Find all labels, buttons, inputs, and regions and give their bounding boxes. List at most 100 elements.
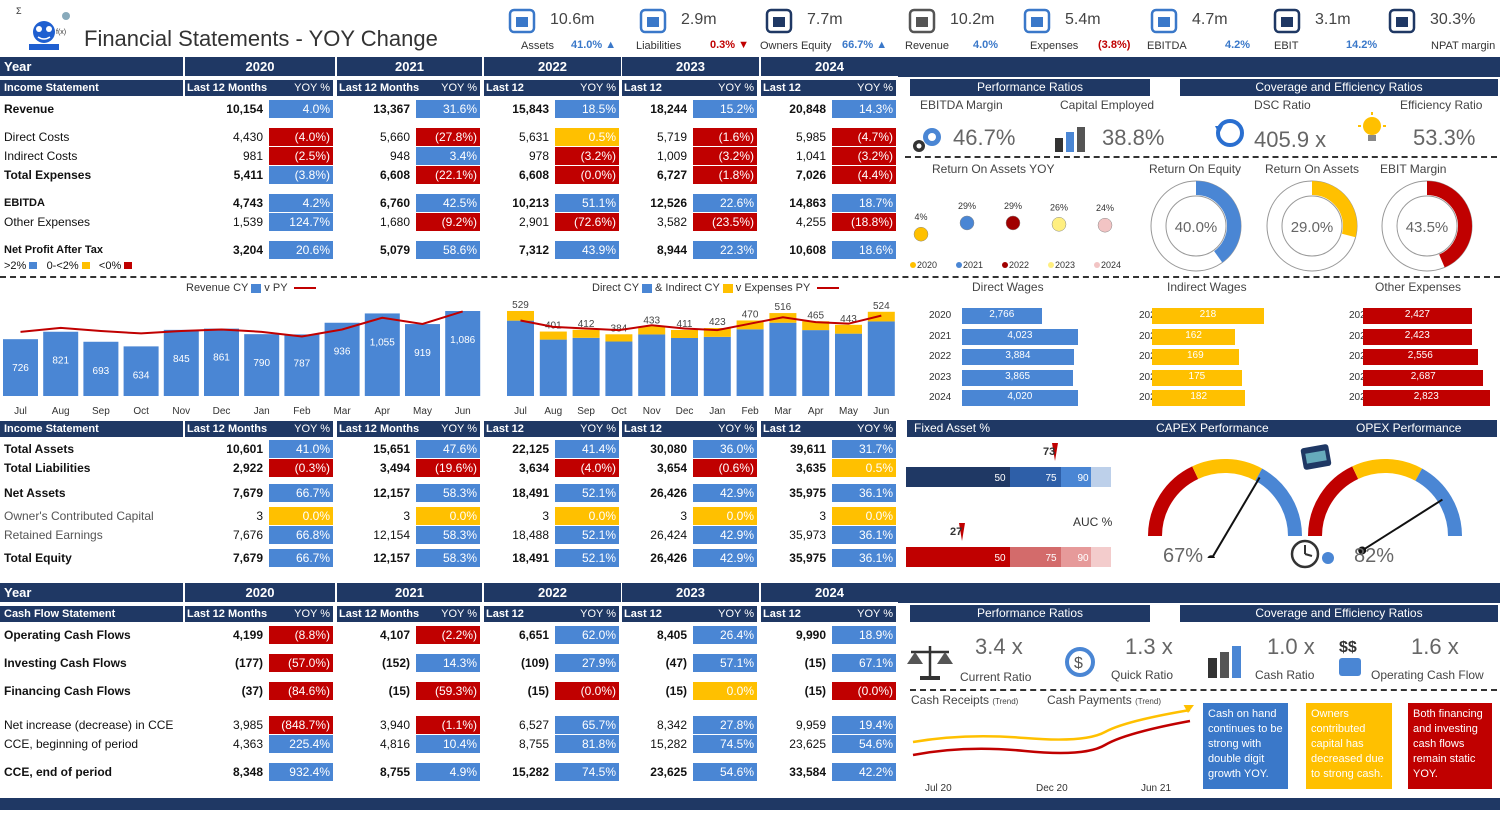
row-value: 3,494 <box>379 461 410 475</box>
kpi-change: (3.8%) <box>1098 39 1130 51</box>
ltm-header: Last 12 Months <box>185 80 279 96</box>
kpi-change: 41.0% ▲ <box>571 39 616 51</box>
row-value: 15,651 <box>373 442 410 456</box>
yoy-cell: 58.3% <box>416 526 480 544</box>
bullet-marker-label: 73 <box>1043 446 1055 458</box>
yoy-cell: 27.9% <box>555 654 619 672</box>
hbar-label: 169 <box>1187 350 1204 361</box>
month-label: Dec <box>676 406 694 417</box>
kpi-label: EBIT <box>1274 40 1299 52</box>
roa-point <box>1051 217 1067 232</box>
yoy-cell: 58.6% <box>416 241 480 259</box>
note-card: Both financing and investing cash flows … <box>1408 703 1492 789</box>
ltm-header: Last 12 Months <box>337 421 426 437</box>
hbar-label: 2,823 <box>1413 391 1439 402</box>
yoy-cell: 52.1% <box>555 549 619 567</box>
ltm-header: Last 12 Months <box>185 421 279 437</box>
yoy-cell: 0.0% <box>693 507 757 525</box>
statement-title: Cash Flow Statement <box>0 606 183 622</box>
yoy-cell: 36.1% <box>832 484 896 502</box>
donut-inner-ring <box>1281 195 1343 257</box>
donut-value: 29.0% <box>1291 219 1334 236</box>
yoy-header: YOY % <box>426 606 480 622</box>
kpi-label: EBITDA <box>1147 40 1187 52</box>
yoy-header: YOY % <box>279 421 333 437</box>
month-label: Jun <box>455 406 471 417</box>
row-value: 3 <box>542 509 549 523</box>
row-value: 4,816 <box>379 737 410 751</box>
direct-cost-bar <box>507 320 534 396</box>
roa-legend-label: 2021 <box>963 260 983 270</box>
month-label: Jan <box>254 406 270 417</box>
row-value: (37) <box>241 684 263 698</box>
yoy-cell: 42.2% <box>832 763 896 781</box>
row-value: (177) <box>234 656 263 670</box>
row-value: 18,488 <box>512 528 549 542</box>
yoy-cell: (1.8%) <box>693 166 757 184</box>
revenue-bar <box>284 334 320 396</box>
ebit-chart-icon <box>1270 2 1306 38</box>
month-label: Apr <box>808 406 824 417</box>
direct-cost-bar <box>671 337 698 396</box>
hbar-year: 2021 <box>929 330 952 342</box>
ltm-header: Last 12 Months <box>484 421 565 451</box>
yoy-header: YOY % <box>279 606 333 622</box>
row-value: 3 <box>256 509 263 523</box>
hbar <box>1152 308 1264 324</box>
quick-ratio-value: 1.3 x <box>1125 634 1173 659</box>
kpi-change: 4.2% <box>1225 39 1250 51</box>
row-value: 3,204 <box>232 243 263 257</box>
yoy-cell: 41.0% <box>269 440 333 458</box>
yoy-cell: 225.4% <box>269 735 333 753</box>
yoy-header: YOY % <box>279 80 333 96</box>
row-value: 2,922 <box>232 461 263 475</box>
yoy-cell: 4.0% <box>269 100 333 118</box>
ltm-header: Last 12 Months <box>622 421 703 451</box>
expense-chart: 529Jul401Aug412Sep384Oct433Nov411Dec423J… <box>507 300 895 417</box>
hbar-year: 2020 <box>1349 310 1372 321</box>
cash-trend-x-label: Jun 21 <box>1141 783 1171 794</box>
roa-legend-dot <box>910 262 916 268</box>
donut-arc <box>1382 181 1472 271</box>
yoy-cell: 47.6% <box>416 440 480 458</box>
roa-point-label: 26% <box>1050 202 1068 212</box>
gauge-value: 82% <box>1354 545 1395 567</box>
direct-cost-bar <box>736 329 764 396</box>
yoy-cell: 0.0% <box>416 507 480 525</box>
row-value: 12,154 <box>373 528 410 542</box>
row-value: 8,755 <box>518 737 549 751</box>
donut-inner-ring <box>1396 195 1458 257</box>
money-bag-icon <box>762 2 798 38</box>
donut-title: EBIT Margin <box>1380 162 1447 176</box>
bullet-band-label: 75 <box>1045 473 1057 484</box>
row-label: Net Assets <box>4 486 66 500</box>
yoy-cell: 18.6% <box>832 241 896 259</box>
page-title: Financial Statements - YOY Change <box>84 26 438 51</box>
row-label: Other Expenses <box>4 215 91 229</box>
arrow-up-icon: ▲ <box>873 39 888 51</box>
row-value: 15,843 <box>512 102 549 116</box>
row-value: 22,125 <box>512 442 549 456</box>
hbar-label: 3,865 <box>1005 370 1031 382</box>
row-value: (152) <box>381 656 410 670</box>
yoy-cell: 0.0% <box>693 682 757 700</box>
yoy-cell: 67.1% <box>832 654 896 672</box>
indirect-cost-bar <box>507 310 534 321</box>
hbar-label: 2,766 <box>989 309 1015 320</box>
yoy-cell: 42.9% <box>693 526 757 544</box>
hbar-year: 2023 <box>929 371 952 383</box>
roa-legend-dot <box>1048 262 1054 268</box>
year-header: Year <box>0 57 183 76</box>
row-value: 6,608 <box>518 168 549 182</box>
roa-point <box>1097 217 1113 233</box>
current-ratio-value: 3.4 x <box>975 634 1023 659</box>
row-value: 978 <box>528 149 549 163</box>
yoy-cell: (0.3%) <box>269 459 333 477</box>
row-value: 14,863 <box>789 196 826 210</box>
row-value: 8,755 <box>379 765 410 779</box>
month-label: May <box>839 406 858 417</box>
revenue-bar <box>204 328 239 396</box>
gauge-value: 67% <box>1163 545 1204 567</box>
expense-total-label: 411 <box>677 319 693 330</box>
row-value: 26,424 <box>650 528 687 542</box>
